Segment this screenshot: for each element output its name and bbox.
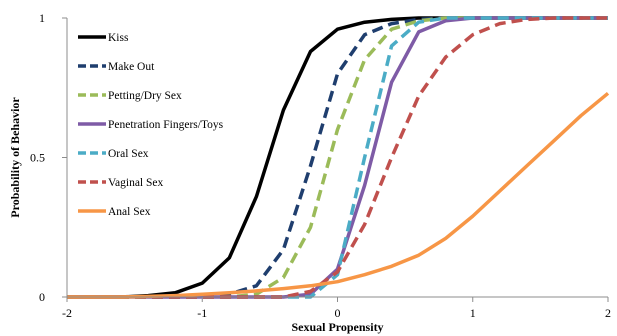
legend-label-2: Petting/Dry Sex xyxy=(108,90,182,102)
y-tick-label: 0 xyxy=(39,290,45,304)
ticks-layer: -2 -1 0 1 2 0 0.5 1 xyxy=(30,11,611,320)
legend-label-6: Anal Sex xyxy=(108,206,151,218)
legend-label-1: Make Out xyxy=(108,61,155,73)
legend-label-4: Oral Sex xyxy=(108,148,149,160)
y-tick-label: 1 xyxy=(39,11,45,25)
x-tick-label: 0 xyxy=(335,306,341,320)
legend: Kiss Make Out Petting/Dry Sex Penetration F… xyxy=(78,32,224,218)
series-line-6 xyxy=(67,91,610,299)
x-axis-title: Sexual Propensity xyxy=(291,320,383,334)
legend-label-5: Vaginal Sex xyxy=(108,177,164,189)
y-axis-title: Probability of Behavior xyxy=(8,97,22,218)
x-tick-label: 2 xyxy=(605,306,611,320)
x-tick-label: -1 xyxy=(197,306,207,320)
x-tick-label: -2 xyxy=(62,306,72,320)
legend-label-3: Penetration Fingers/Toys xyxy=(108,119,224,131)
y-tick-label: 0.5 xyxy=(30,151,45,165)
legend-label-0: Kiss xyxy=(108,32,129,44)
x-tick-label: 1 xyxy=(470,306,476,320)
